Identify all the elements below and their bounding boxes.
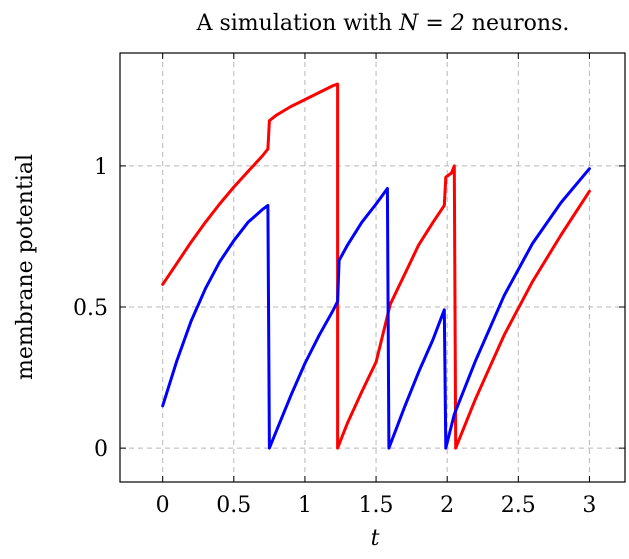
- x-tick-label: 1.5: [359, 493, 394, 518]
- x-tick-label: 0: [156, 493, 170, 518]
- grid-lines: [120, 53, 625, 482]
- title-pre: A simulation with: [196, 11, 400, 36]
- y-tick-label: 1: [94, 155, 108, 180]
- series-line-1: [161, 82, 591, 450]
- plot-frame: [119, 52, 626, 483]
- x-tick-label: 2.5: [501, 493, 536, 518]
- chart-title: A simulation with N = 2 neurons.: [196, 11, 570, 36]
- x-tick-label: 3: [582, 493, 596, 518]
- y-tick-label: 0.5: [73, 296, 108, 321]
- y-tick-label: 0: [94, 437, 108, 462]
- x-tick-labels: 0 0.5 1 1.5 2 2.5 3: [156, 493, 597, 518]
- title-post: neurons.: [465, 11, 570, 36]
- x-axis-label: t: [371, 526, 380, 551]
- tick-marks: [120, 53, 625, 482]
- x-tick-label: 0.5: [216, 493, 251, 518]
- x-tick-label: 2: [440, 493, 454, 518]
- series-lines: [161, 82, 591, 450]
- series-line-2: [161, 167, 591, 450]
- y-axis-label: membrane potential: [13, 154, 38, 380]
- x-tick-label: 1: [298, 493, 312, 518]
- title-math: N = 2: [398, 11, 465, 36]
- y-tick-labels: 00.51: [73, 155, 108, 462]
